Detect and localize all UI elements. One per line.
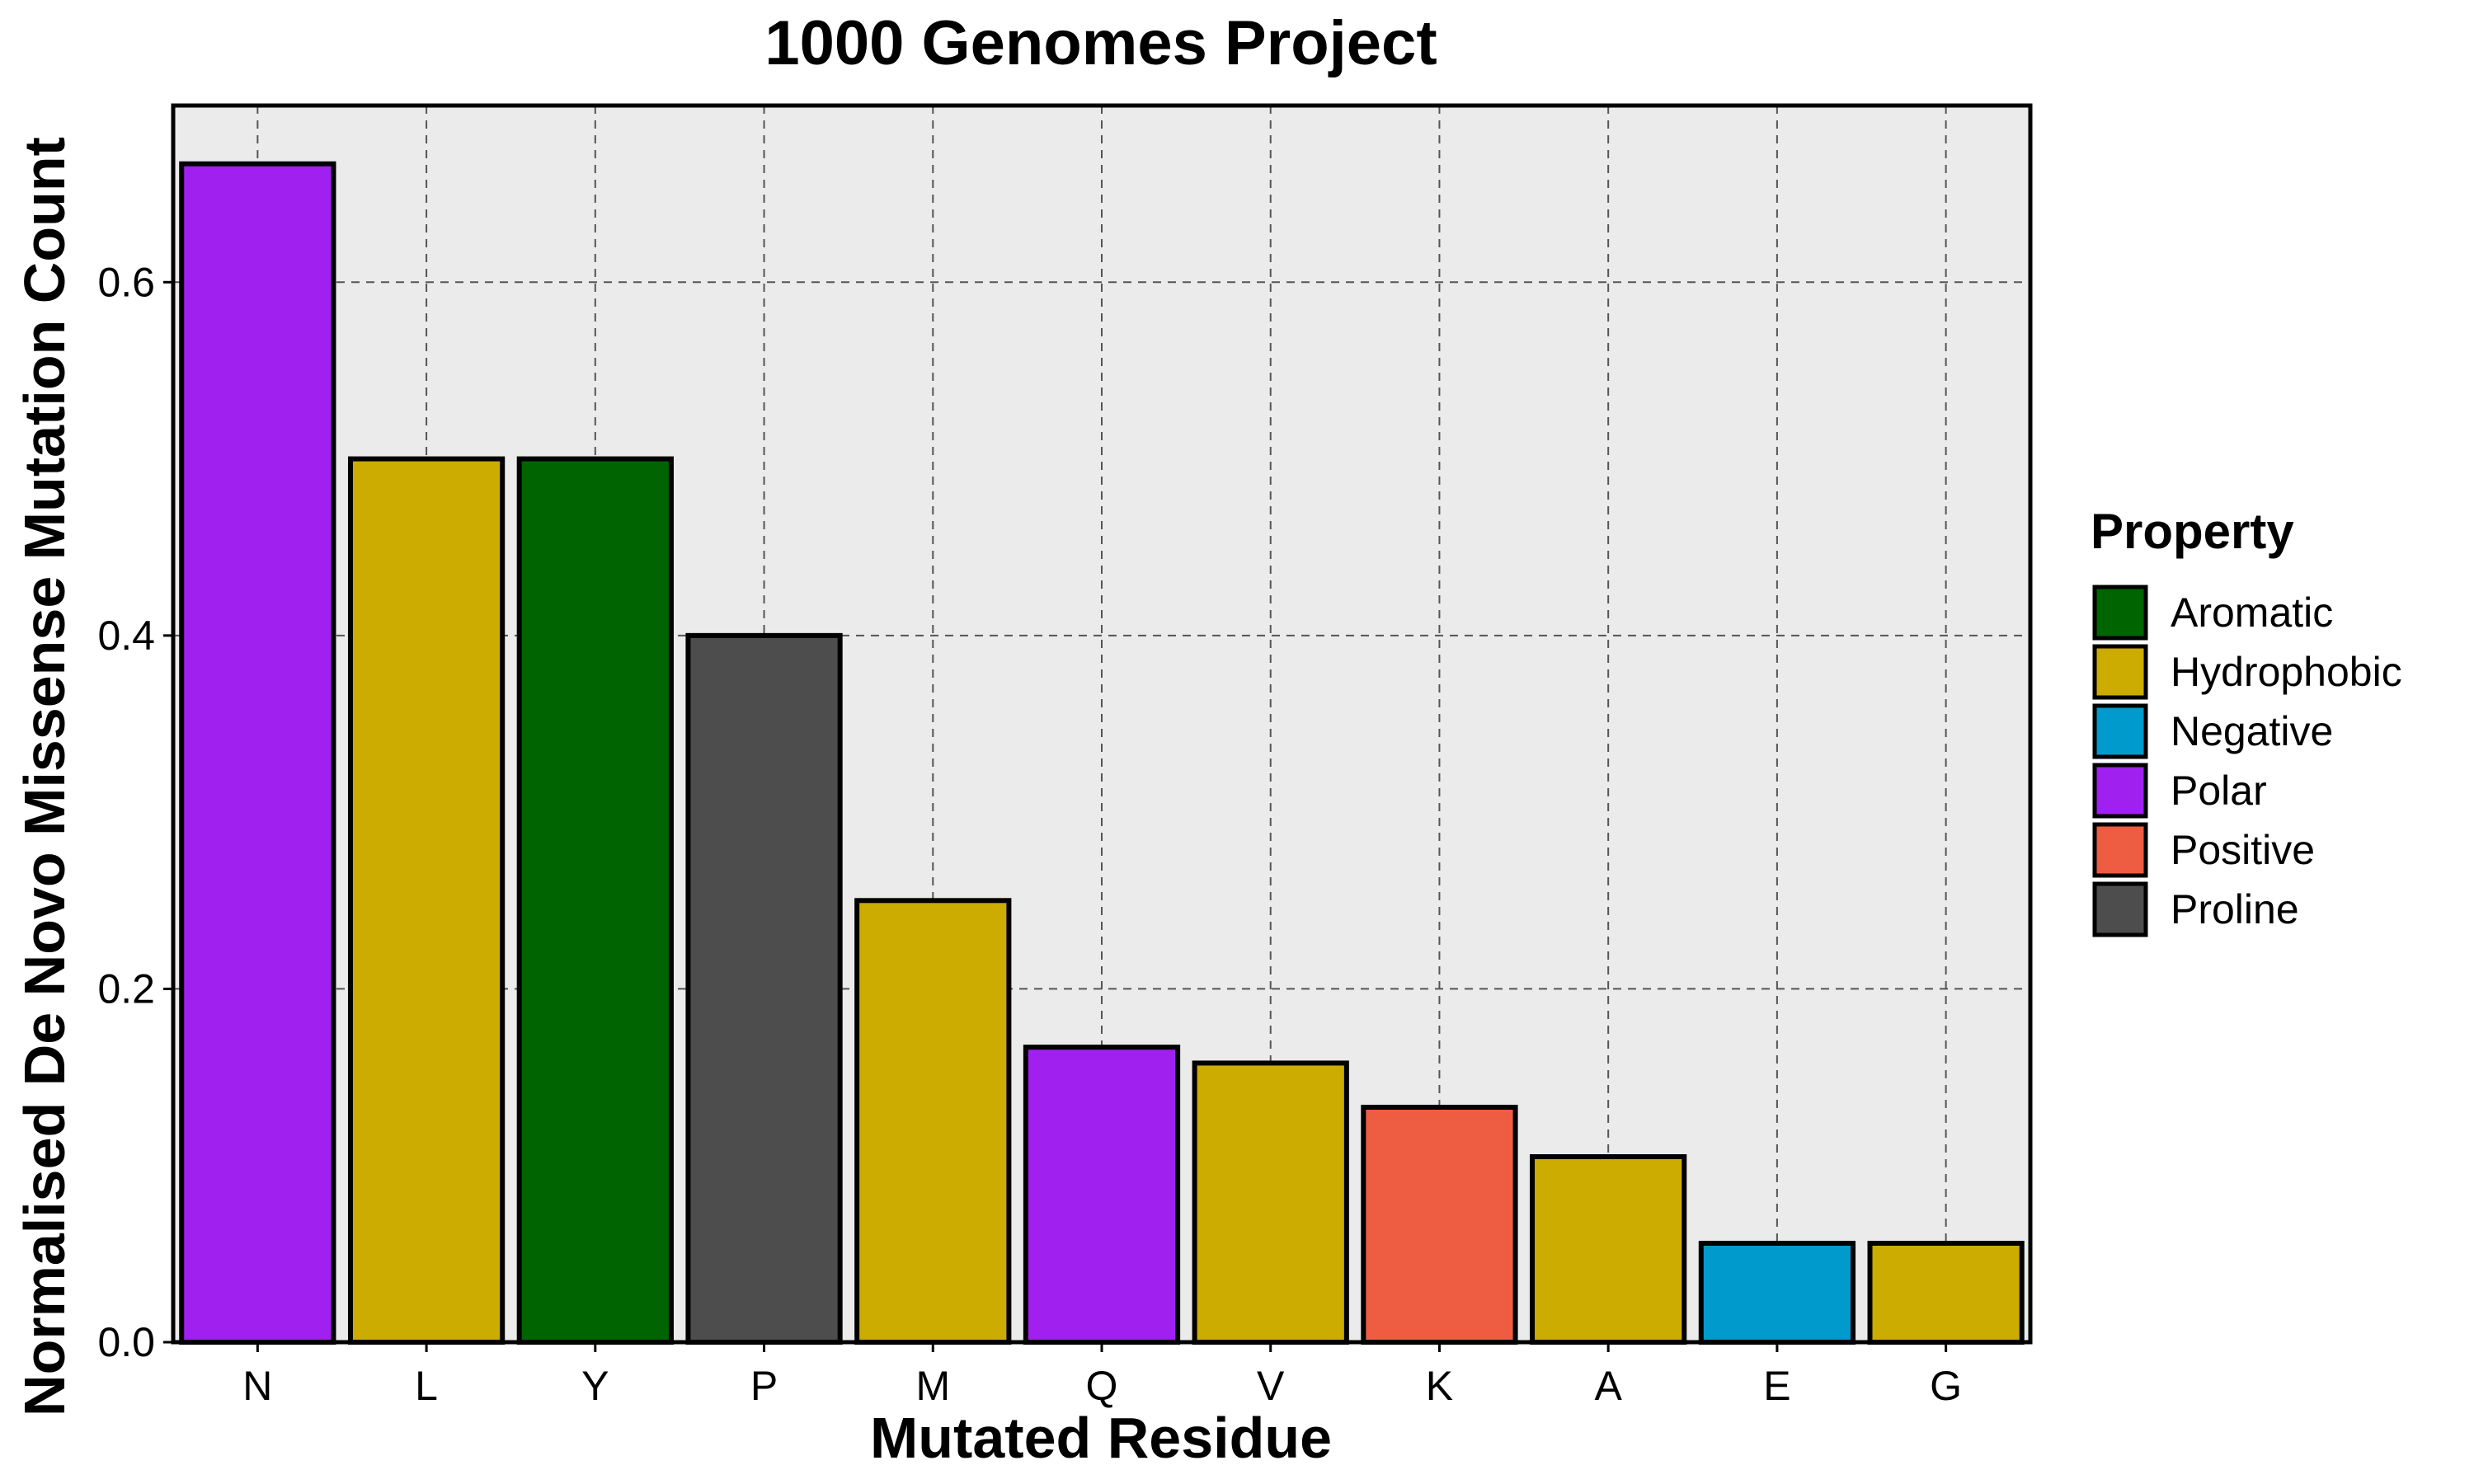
x-tick-label: M [915,1363,950,1409]
y-tick-label: 0.6 [97,259,155,305]
chart-title: 1000 Genomes Project [764,8,1437,78]
bar-K [1361,1105,1518,1345]
y-tick-label: 0.2 [97,965,155,1012]
x-tick-label: K [1426,1363,1453,1409]
legend-label-proline: Proline [2171,886,2299,932]
x-tick-label: G [1930,1363,1962,1409]
plot-area: 0.0 0.2 0.4 0.6 N L Y P M Q V K A E G [97,103,2033,1409]
x-tick-label: A [1595,1363,1623,1409]
x-tick-label: Y [581,1363,609,1409]
x-tick-label: Q [1086,1363,1118,1409]
bar-G [1867,1241,2025,1345]
legend-key-aromatic [2092,585,2148,641]
x-tick-label: V [1257,1363,1285,1409]
bar-M [854,898,1012,1345]
y-tick-label: 0.4 [97,613,155,659]
legend-label-aromatic: Aromatic [2171,589,2333,636]
bar-E [1698,1241,1856,1345]
x-tick-label: N [242,1363,272,1409]
legend-label-negative: Negative [2171,708,2333,754]
bar-Y [516,456,674,1345]
x-tick-label: L [415,1363,438,1409]
legend-key-positive [2092,822,2148,878]
legend-label-polar: Polar [2171,768,2267,814]
x-tick-label: E [1763,1363,1790,1409]
legend-title: Property [2091,504,2294,559]
x-axis-title: Mutated Residue [870,1406,1332,1470]
bar-N [179,161,336,1345]
bar-L [347,456,506,1345]
legend-label-hydrophobic: Hydrophobic [2171,649,2402,695]
bar-V [1192,1060,1349,1345]
legend-key-polar [2092,763,2148,819]
bar-P [685,632,843,1345]
legend-key-negative [2092,703,2148,759]
legend-key-hydrophobic [2092,644,2148,700]
y-tick-label: 0.0 [97,1319,155,1365]
legend: Property Aromatic Hydrophobic Negative Pola… [2091,504,2402,937]
legend-key-proline [2092,881,2148,937]
bar-A [1530,1154,1687,1345]
legend-label-positive: Positive [2171,827,2315,873]
x-tick-label: P [750,1363,778,1409]
bar-Q [1023,1045,1181,1345]
y-axis-title: Normalised De Novo Missense Mutation Cou… [12,137,77,1416]
